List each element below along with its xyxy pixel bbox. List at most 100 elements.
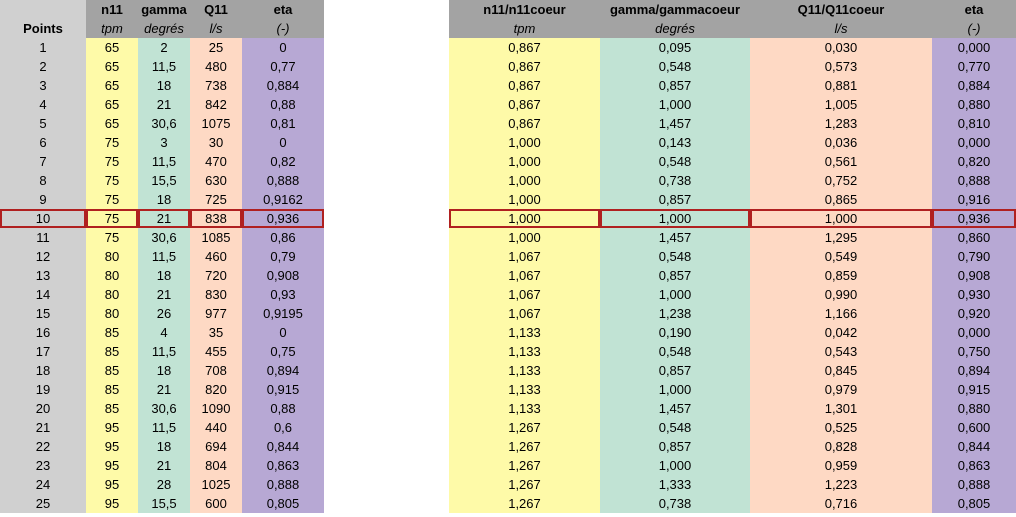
- gamma-ratio-cell: 0,548: [600, 342, 750, 361]
- table-row: 20 85 30,6 1090 0,88: [0, 399, 324, 418]
- gamma-unit: degrés: [138, 19, 190, 38]
- eta-cell: 0,000: [932, 133, 1016, 152]
- q11-cell: 470: [190, 152, 242, 171]
- q11-ratio-header: Q11/Q11coeur: [750, 0, 932, 19]
- eta-cell: 0,81: [242, 114, 324, 133]
- points-cell: 12: [0, 247, 86, 266]
- gamma-cell: 11,5: [138, 342, 190, 361]
- q11-ratio-cell: 0,859: [750, 266, 932, 285]
- q11-cell: 725: [190, 190, 242, 209]
- eta-cell: 0,860: [932, 228, 1016, 247]
- q11-cell: 1090: [190, 399, 242, 418]
- q11-cell: 480: [190, 57, 242, 76]
- q11-ratio-cell: 0,561: [750, 152, 932, 171]
- q11-ratio-cell: 1,283: [750, 114, 932, 133]
- table-row: 1,067 0,857 0,859 0,908: [449, 266, 1016, 285]
- points-cell: 6: [0, 133, 86, 152]
- eta-cell: 0,880: [932, 399, 1016, 418]
- n11-cell: 75: [86, 190, 138, 209]
- header-row: n11 gamma Q11 eta: [0, 0, 324, 19]
- q11-ratio-cell: 0,036: [750, 133, 932, 152]
- points-cell: 7: [0, 152, 86, 171]
- n11-ratio-cell: 0,867: [449, 114, 600, 133]
- q11-ratio-cell: 0,752: [750, 171, 932, 190]
- gamma-ratio-cell: 1,457: [600, 399, 750, 418]
- n11-cell: 85: [86, 342, 138, 361]
- table-row: 1,267 1,000 0,959 0,863: [449, 456, 1016, 475]
- n11-cell: 80: [86, 285, 138, 304]
- gamma-ratio-cell: 0,857: [600, 76, 750, 95]
- eta-cell: 0,880: [932, 95, 1016, 114]
- n11-cell: 75: [86, 152, 138, 171]
- n11-ratio-cell: 1,067: [449, 266, 600, 285]
- header-row: n11/n11coeur gamma/gammacoeur Q11/Q11coeur…: [449, 0, 1016, 19]
- points-cell: 23: [0, 456, 86, 475]
- q11-cell: 630: [190, 171, 242, 190]
- gamma-cell: 4: [138, 323, 190, 342]
- table-row: 17 85 11,5 455 0,75: [0, 342, 324, 361]
- gamma-ratio-cell: 0,548: [600, 247, 750, 266]
- eta-cell: 0,9195: [242, 304, 324, 323]
- table-row: 7 75 11,5 470 0,82: [0, 152, 324, 171]
- table-row: 9 75 18 725 0,9162: [0, 190, 324, 209]
- table-row: 1,067 0,548 0,549 0,790: [449, 247, 1016, 266]
- gamma-ratio-unit: degrés: [600, 19, 750, 38]
- points-cell: 21: [0, 418, 86, 437]
- q11-ratio-cell: 1,000: [750, 209, 932, 228]
- table-row: 1,000 1,457 1,295 0,860: [449, 228, 1016, 247]
- table-row: 0,867 0,095 0,030 0,000: [449, 38, 1016, 57]
- q11-ratio-cell: 0,990: [750, 285, 932, 304]
- n11-ratio-cell: 0,867: [449, 57, 600, 76]
- n11-ratio-cell: 1,133: [449, 323, 600, 342]
- n11-cell: 95: [86, 437, 138, 456]
- gamma-cell: 21: [138, 209, 190, 228]
- gamma-ratio-cell: 1,000: [600, 209, 750, 228]
- table-row: 1,000 0,548 0,561 0,820: [449, 152, 1016, 171]
- q11-cell: 440: [190, 418, 242, 437]
- q11-ratio-cell: 0,042: [750, 323, 932, 342]
- points-cell: 9: [0, 190, 86, 209]
- eta-cell: 0,936: [932, 209, 1016, 228]
- gamma-ratio-cell: 0,548: [600, 418, 750, 437]
- table-row: 24 95 28 1025 0,888: [0, 475, 324, 494]
- gamma-ratio-cell: 1,457: [600, 228, 750, 247]
- q11-cell: 1085: [190, 228, 242, 247]
- eta-cell: 0,88: [242, 95, 324, 114]
- points-cell: 24: [0, 475, 86, 494]
- q11-ratio-cell: 1,223: [750, 475, 932, 494]
- q11-cell: 842: [190, 95, 242, 114]
- table-row: 22 95 18 694 0,844: [0, 437, 324, 456]
- table-row: 1,133 0,548 0,543 0,750: [449, 342, 1016, 361]
- n11-cell: 75: [86, 171, 138, 190]
- eta-cell: 0,884: [932, 76, 1016, 95]
- table-row: 0,867 1,457 1,283 0,810: [449, 114, 1016, 133]
- eta-cell: 0,750: [932, 342, 1016, 361]
- eta-cell: 0,844: [932, 437, 1016, 456]
- eta-cell: 0,93: [242, 285, 324, 304]
- q11-cell: 455: [190, 342, 242, 361]
- q11-cell: 830: [190, 285, 242, 304]
- q11-ratio-cell: 0,979: [750, 380, 932, 399]
- gamma-cell: 30,6: [138, 114, 190, 133]
- n11-ratio-cell: 1,000: [449, 228, 600, 247]
- points-cell: 11: [0, 228, 86, 247]
- n11-ratio-cell: 1,133: [449, 380, 600, 399]
- eta-cell: 0,915: [932, 380, 1016, 399]
- points-cell: 4: [0, 95, 86, 114]
- table-row: 19 85 21 820 0,915: [0, 380, 324, 399]
- n11-ratio-cell: 1,000: [449, 133, 600, 152]
- table-row: 1,133 0,190 0,042 0,000: [449, 323, 1016, 342]
- q11-ratio-cell: 1,295: [750, 228, 932, 247]
- gamma-cell: 11,5: [138, 247, 190, 266]
- gamma-cell: 21: [138, 285, 190, 304]
- q11-cell: 708: [190, 361, 242, 380]
- gamma-cell: 11,5: [138, 57, 190, 76]
- n11-ratio-cell: 1,067: [449, 285, 600, 304]
- gamma-cell: 3: [138, 133, 190, 152]
- points-header-spacer: [0, 0, 86, 19]
- eta-cell: 0,888: [242, 171, 324, 190]
- gamma-ratio-cell: 0,738: [600, 494, 750, 513]
- table-row: 1,133 1,000 0,979 0,915: [449, 380, 1016, 399]
- gamma-cell: 21: [138, 95, 190, 114]
- n11-cell: 85: [86, 380, 138, 399]
